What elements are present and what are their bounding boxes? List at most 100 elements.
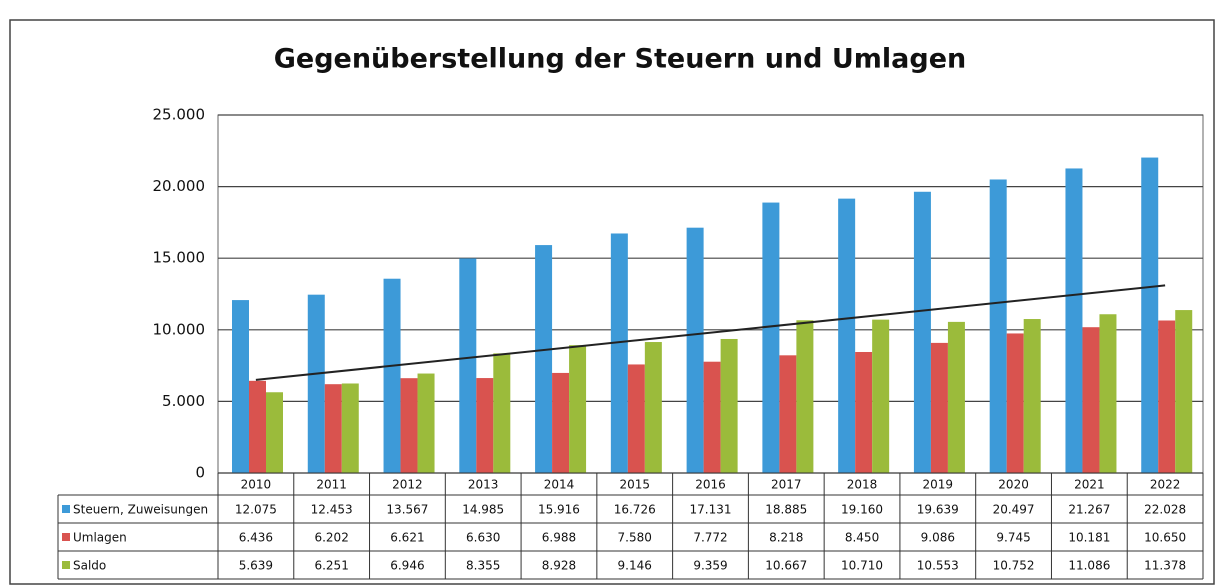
x-tick-label: 2021 (1074, 478, 1105, 492)
bar (307, 294, 325, 473)
bar (459, 258, 477, 473)
table-value: 16.726 (614, 503, 656, 517)
legend-label: Saldo (73, 559, 106, 573)
table-value: 11.086 (1068, 559, 1110, 573)
table-value: 10.650 (1144, 531, 1186, 545)
bar (947, 321, 965, 473)
table-value: 6.251 (314, 559, 348, 573)
table-value: 9.745 (996, 531, 1030, 545)
table-value: 9.146 (618, 559, 652, 573)
bar (1006, 333, 1024, 473)
chart-title: Gegenüberstellung der Steuern und Umlage… (274, 44, 967, 75)
table-value: 6.946 (390, 559, 424, 573)
table-value: 6.202 (314, 531, 348, 545)
bar (535, 245, 553, 473)
table-value: 6.436 (239, 531, 273, 545)
bar (610, 233, 628, 473)
x-tick-label: 2022 (1150, 478, 1181, 492)
bar (1082, 327, 1100, 473)
bar (644, 342, 662, 473)
bar (1158, 320, 1176, 473)
bar (266, 392, 283, 473)
bar (1175, 310, 1193, 473)
table-value: 6.621 (390, 531, 424, 545)
table-value: 7.772 (693, 531, 727, 545)
x-tick-label: 2017 (771, 478, 802, 492)
table-value: 6.630 (466, 531, 500, 545)
x-tick-label: 2012 (392, 478, 423, 492)
table-value: 17.131 (690, 503, 732, 517)
table-value: 15.916 (538, 503, 580, 517)
bar (989, 179, 1007, 473)
x-tick-label: 2013 (468, 478, 499, 492)
table-value: 18.885 (765, 503, 807, 517)
x-tick-label: 2015 (619, 478, 650, 492)
x-tick-label: 2019 (923, 478, 954, 492)
table-value: 8.355 (466, 559, 500, 573)
table-value: 8.218 (769, 531, 803, 545)
table-value: 19.160 (841, 503, 883, 517)
bar (552, 372, 570, 473)
y-tick-label: 0 (195, 464, 205, 482)
table-value: 10.553 (917, 559, 959, 573)
table-value: 12.453 (311, 503, 353, 517)
table-value: 20.497 (993, 503, 1035, 517)
bar (569, 345, 587, 473)
bar (703, 361, 721, 473)
bar (476, 378, 494, 473)
bar (1065, 168, 1083, 474)
table-value: 10.667 (765, 559, 807, 573)
y-tick-label: 15.000 (153, 249, 206, 267)
bar (383, 278, 401, 473)
table-value: 12.075 (235, 503, 277, 517)
legend-label: Umlagen (73, 531, 127, 545)
table-value: 7.580 (618, 531, 652, 545)
bar (872, 319, 890, 473)
bar (493, 353, 511, 473)
bar (686, 227, 704, 473)
y-tick-label: 20.000 (153, 177, 206, 195)
y-tick-label: 25.000 (153, 106, 206, 124)
bar (324, 384, 342, 473)
bar (341, 383, 359, 473)
y-tick-label: 10.000 (153, 320, 206, 338)
x-tick-label: 2010 (241, 478, 272, 492)
table-value: 9.359 (693, 559, 727, 573)
bar (417, 373, 435, 473)
bar (627, 364, 645, 473)
legend-swatch (62, 561, 70, 569)
legend-label: Steuern, Zuweisungen (73, 503, 208, 517)
bar (1023, 319, 1041, 473)
table-value: 22.028 (1144, 503, 1186, 517)
trendline (255, 284, 1166, 381)
bar (1141, 157, 1159, 474)
x-tick-label: 2018 (847, 478, 878, 492)
table-value: 10.752 (993, 559, 1035, 573)
y-tick-label: 5.000 (162, 392, 205, 410)
table-value: 6.988 (542, 531, 576, 545)
bar (779, 355, 797, 473)
table-value: 8.450 (845, 531, 879, 545)
chart-frame (9, 19, 1215, 585)
bar (1099, 314, 1117, 473)
table-value: 21.267 (1068, 503, 1110, 517)
table-value: 11.378 (1144, 559, 1186, 573)
table-value: 10.710 (841, 559, 883, 573)
table-value: 10.181 (1068, 531, 1110, 545)
table-value: 19.639 (917, 503, 959, 517)
table-value: 14.985 (462, 503, 504, 517)
x-tick-label: 2014 (544, 478, 575, 492)
bar (838, 198, 856, 474)
bar (913, 191, 931, 473)
bar (720, 338, 738, 473)
table-value: 13.567 (386, 503, 428, 517)
legend-swatch (62, 505, 70, 513)
x-tick-label: 2020 (998, 478, 1029, 492)
bar (232, 300, 249, 473)
table-value: 8.928 (542, 559, 576, 573)
bar (930, 342, 948, 473)
bar (796, 320, 814, 473)
table-value: 5.639 (239, 559, 273, 573)
bar (249, 380, 266, 473)
